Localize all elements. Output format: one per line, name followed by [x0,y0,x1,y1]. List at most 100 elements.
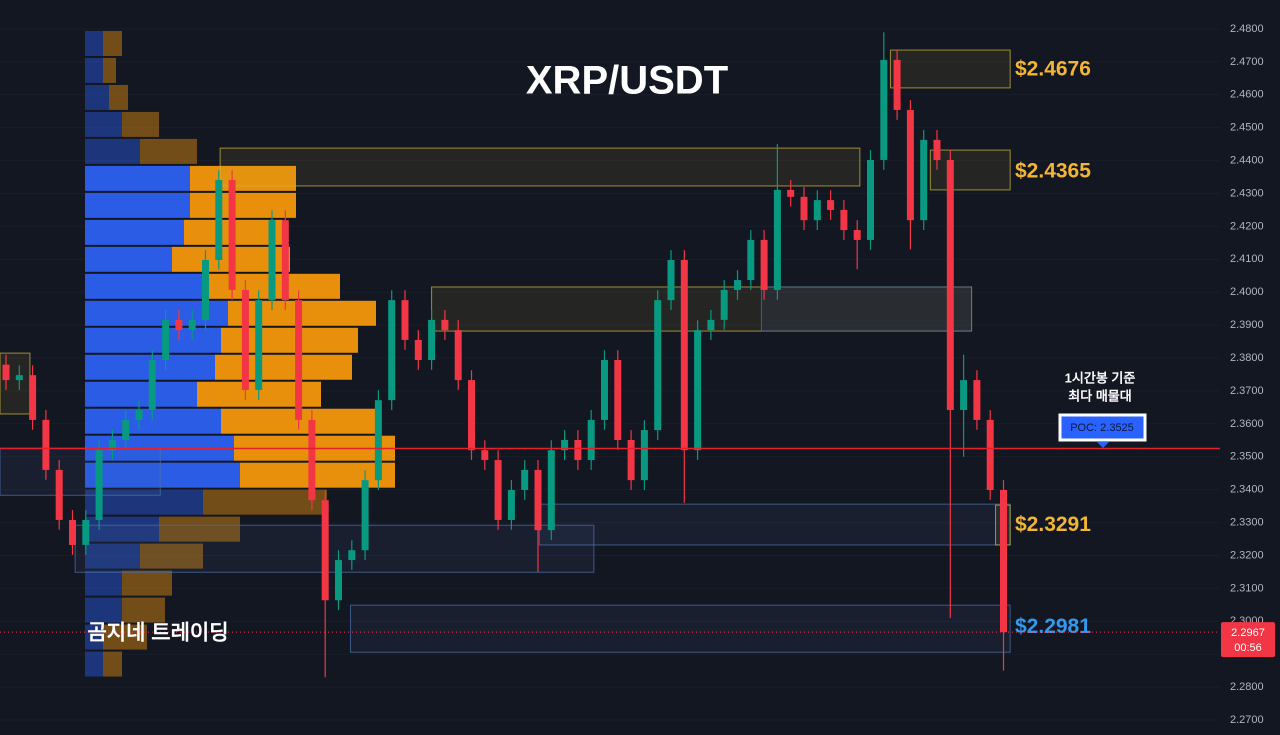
candle-body [534,469,542,531]
candle-body [361,480,369,551]
y-tick-label: 2.4400 [1230,155,1264,167]
candle-body [973,380,981,420]
annotation: 1시간봉 기준 [1065,370,1136,385]
candle-body [255,300,263,390]
candle-body [694,330,702,451]
zone [538,503,1011,546]
poc-label: POC: 2.3525 [1070,422,1134,434]
candle-body [414,339,422,361]
profile-sell-bar [215,354,352,380]
candle-body [348,550,356,561]
y-tick-label: 2.3200 [1230,549,1264,561]
poc-box [1058,413,1147,442]
candle-body [108,439,116,451]
y-tick-label: 2.3600 [1230,418,1264,430]
candle-body [521,469,529,490]
candle-body [601,360,608,420]
y-tick-label: 2.2700 [1230,714,1264,726]
profile-buy-bar [85,408,221,434]
candle-body [587,419,595,461]
profile-buy-bar [85,84,109,110]
zone [0,352,31,415]
profile-buy-bar [85,30,103,56]
y-tick-label: 2.4600 [1230,89,1264,101]
candle-body [241,289,249,390]
profile-buy-bar [85,219,184,245]
level-label: $2.2981 [1015,615,1091,638]
candle-body [813,200,821,221]
y-tick-label: 2.3400 [1230,484,1264,496]
profile-buy-bar [85,597,122,623]
candle-body [95,450,103,520]
candle-body [69,519,76,545]
profile-sell-bar [122,111,159,137]
profile-buy-bar [85,516,159,542]
profile-buy-bar [85,462,240,488]
poc-pointer [1097,442,1109,448]
candle-body [920,139,928,221]
profile-buy-bar [85,246,172,272]
zone [431,286,973,332]
zone [0,447,161,496]
profile-buy-bar [85,111,122,137]
price-tag-value: 2.2967 [1231,627,1265,639]
profile-buy-bar [85,192,190,218]
profile-sell-bar [240,462,395,488]
profile-sell-bar [109,84,128,110]
level-label: $2.4365 [1015,160,1091,183]
y-tick-label: 2.4700 [1230,56,1264,68]
candle-body [840,209,848,231]
y-tick-label: 2.3100 [1230,582,1264,594]
candle-body [122,419,130,440]
price-axis [1220,0,1280,735]
candle-body [42,419,50,470]
candle-body [148,360,156,411]
candle-body [640,430,648,481]
zone [760,286,973,332]
candle-body [188,319,196,331]
price-tag-countdown: 00:56 [1234,642,1262,654]
y-tick-label: 2.3300 [1230,516,1264,528]
profile-buy-bar [85,489,203,515]
candle-body [853,230,861,240]
candle-body [960,380,968,411]
candle-body [2,364,10,381]
candle-body [321,500,329,601]
profile-buy-bar [85,273,209,299]
candle-body [667,259,675,301]
candle-body [494,460,502,520]
zone [889,49,1011,89]
level-label: $2.3291 [1015,513,1091,536]
candle-body [135,410,143,420]
candle-body [441,319,449,331]
candle-body [55,469,63,520]
candle-body [428,319,436,361]
profile-sell-bar [122,597,165,623]
candle-body [827,200,835,210]
y-tick-label: 2.3500 [1230,451,1264,463]
candle-body [388,300,396,401]
y-tick-label: 2.4500 [1230,122,1264,134]
candle-body [800,196,808,221]
profile-sell-bar [103,30,122,56]
candle-body [228,180,236,290]
profile-buy-bar [85,570,122,596]
profile-buy-bar [85,651,103,677]
candle-body [82,519,90,545]
candle-body [867,159,874,240]
profile-buy-bar [85,165,190,191]
profile-sell-bar [103,651,122,677]
zone [74,524,595,573]
zone [219,147,861,187]
candle-body [614,360,622,440]
profile-sell-bar [190,192,296,218]
y-tick-label: 2.3800 [1230,352,1264,364]
candle-body [281,220,289,301]
overlay: POC: 2.3525 $2.4676 $2.4365 $2.3291 $2.2981 [0,57,1220,638]
candle-body [986,419,994,490]
watermark: 곰지네 트레이딩 [87,622,228,645]
candle-body [933,139,941,160]
candle-body [507,489,515,520]
zone [929,149,1011,191]
